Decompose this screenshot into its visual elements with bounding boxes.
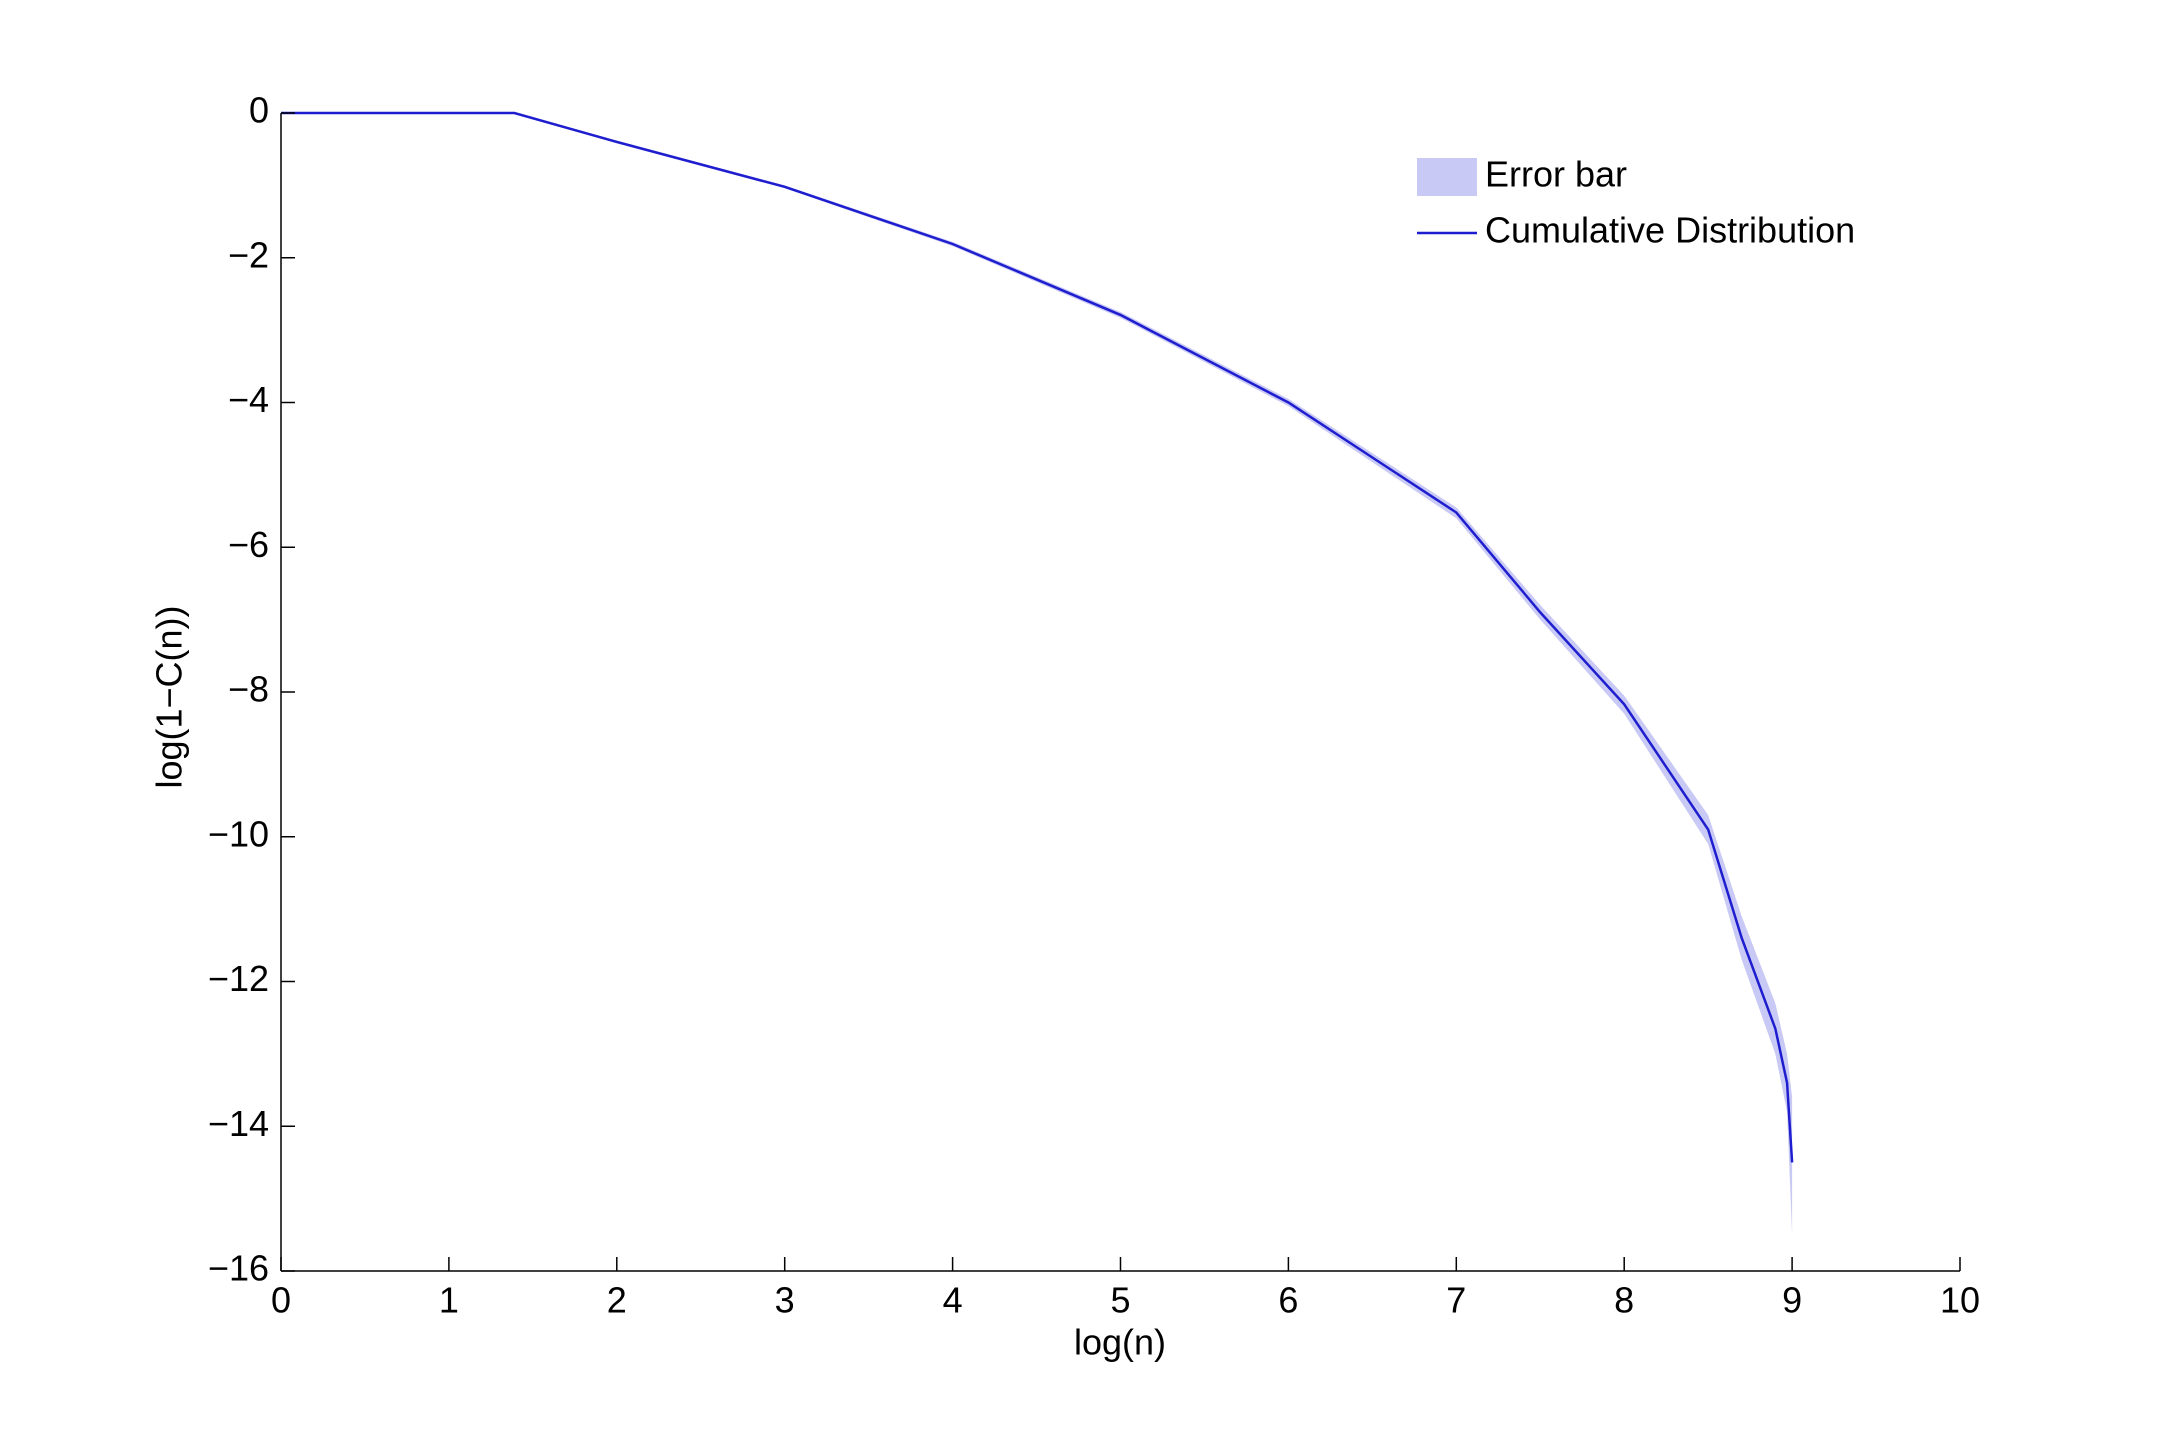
y-tick-label: −12 bbox=[208, 958, 269, 999]
y-tick-label: −16 bbox=[208, 1248, 269, 1289]
legend-label: Cumulative Distribution bbox=[1485, 210, 1855, 251]
y-tick-label: −4 bbox=[228, 379, 269, 420]
x-tick-label: 6 bbox=[1278, 1280, 1298, 1321]
y-tick-label: −2 bbox=[228, 234, 269, 275]
x-axis-label: log(n) bbox=[1074, 1322, 1166, 1363]
x-tick-label: 8 bbox=[1614, 1280, 1634, 1321]
y-tick-label: −8 bbox=[228, 669, 269, 710]
data-line bbox=[281, 111, 1794, 1163]
error-band bbox=[281, 113, 1793, 1235]
x-tick-label: 0 bbox=[271, 1280, 291, 1321]
x-tick-label: 9 bbox=[1782, 1280, 1802, 1321]
x-tick-label: 5 bbox=[1110, 1280, 1130, 1321]
legend-label: Error bar bbox=[1485, 154, 1627, 195]
y-tick-label: 0 bbox=[249, 90, 269, 131]
y-tick-label: −10 bbox=[208, 813, 269, 854]
y-tick-label: −6 bbox=[228, 524, 269, 565]
legend-swatch bbox=[1417, 158, 1477, 196]
x-tick-label: 2 bbox=[607, 1280, 627, 1321]
x-tick-label: 4 bbox=[943, 1280, 963, 1321]
x-tick-label: 10 bbox=[1940, 1280, 1980, 1321]
x-tick-label: 3 bbox=[775, 1280, 795, 1321]
y-tick-label: −14 bbox=[208, 1103, 269, 1144]
x-tick-label: 7 bbox=[1446, 1280, 1466, 1321]
x-tick-label: 1 bbox=[439, 1280, 459, 1321]
y-axis-label: log(1−C(n)) bbox=[149, 605, 190, 788]
